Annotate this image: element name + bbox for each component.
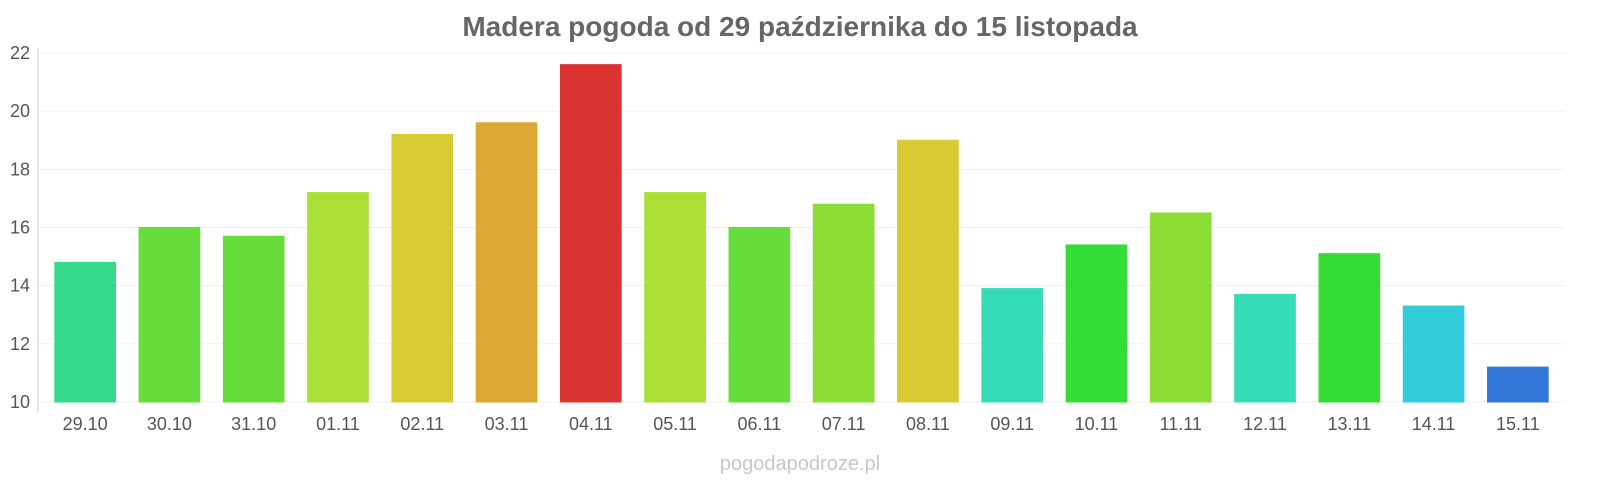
- x-tick-label: 07.11: [822, 414, 866, 434]
- bar-15.11: [1487, 366, 1549, 403]
- x-tick-label: 03.11: [485, 414, 529, 434]
- x-tick-label: 14.11: [1412, 414, 1456, 434]
- bar-30.10: [138, 227, 201, 403]
- y-tick-label: 18: [10, 159, 30, 179]
- y-tick-label: 10: [10, 392, 30, 412]
- bar-05.11: [644, 192, 706, 403]
- bar-09.11: [981, 288, 1044, 403]
- y-tick-label: 12: [10, 334, 30, 354]
- bar-10.11: [1065, 244, 1128, 403]
- x-tick-label: 29.10: [63, 414, 108, 434]
- bar-31.10: [222, 235, 285, 403]
- bar-08.11: [897, 139, 959, 403]
- x-tick-label: 06.11: [738, 414, 782, 434]
- x-tick-label: 05.11: [653, 414, 697, 434]
- x-tick-label: 13.11: [1327, 414, 1371, 434]
- bar-14.11: [1402, 305, 1465, 403]
- bar-29.10: [54, 261, 116, 403]
- x-tick-label: 08.11: [906, 414, 950, 434]
- bar-07.11: [812, 203, 875, 403]
- y-tick-label: 20: [10, 101, 30, 121]
- x-tick-label: 12.11: [1243, 414, 1287, 434]
- bar-06.11: [728, 227, 791, 403]
- x-tick-label: 01.11: [316, 414, 360, 434]
- bar-11.11: [1149, 212, 1212, 403]
- x-tick-label: 02.11: [400, 414, 444, 434]
- y-tick-label: 14: [10, 276, 30, 296]
- x-tick-label: 31.10: [231, 414, 276, 434]
- chart-title: Madera pogoda od 29 października do 15 l…: [462, 11, 1138, 42]
- bar-12.11: [1234, 293, 1296, 403]
- x-tick-label: 11.11: [1160, 414, 1202, 434]
- x-tick-label: 10.11: [1075, 414, 1119, 434]
- bar-13.11: [1318, 253, 1381, 403]
- x-tick-label: 30.10: [147, 414, 192, 434]
- bar-02.11: [391, 133, 454, 403]
- bar-01.11: [307, 192, 369, 403]
- x-tick-label: 09.11: [990, 414, 1034, 434]
- x-tick-label: 15.11: [1496, 414, 1540, 434]
- grid-layer: [38, 52, 1565, 403]
- x-axis-ticks: 29.10 30.10 31.10 01.11 02.11 03.11 04.11 05.11…: [63, 414, 1540, 434]
- bars: [54, 64, 1549, 403]
- y-axis-ticks: 10 12 14 16 18 20 22: [10, 43, 30, 412]
- watermark: pogodapodroze.pl: [720, 453, 880, 475]
- y-tick-label: 22: [10, 43, 30, 63]
- bar-04.11: [559, 64, 622, 403]
- x-tick-label: 04.11: [569, 414, 613, 434]
- y-tick-label: 16: [10, 218, 30, 238]
- bar-03.11: [475, 122, 538, 403]
